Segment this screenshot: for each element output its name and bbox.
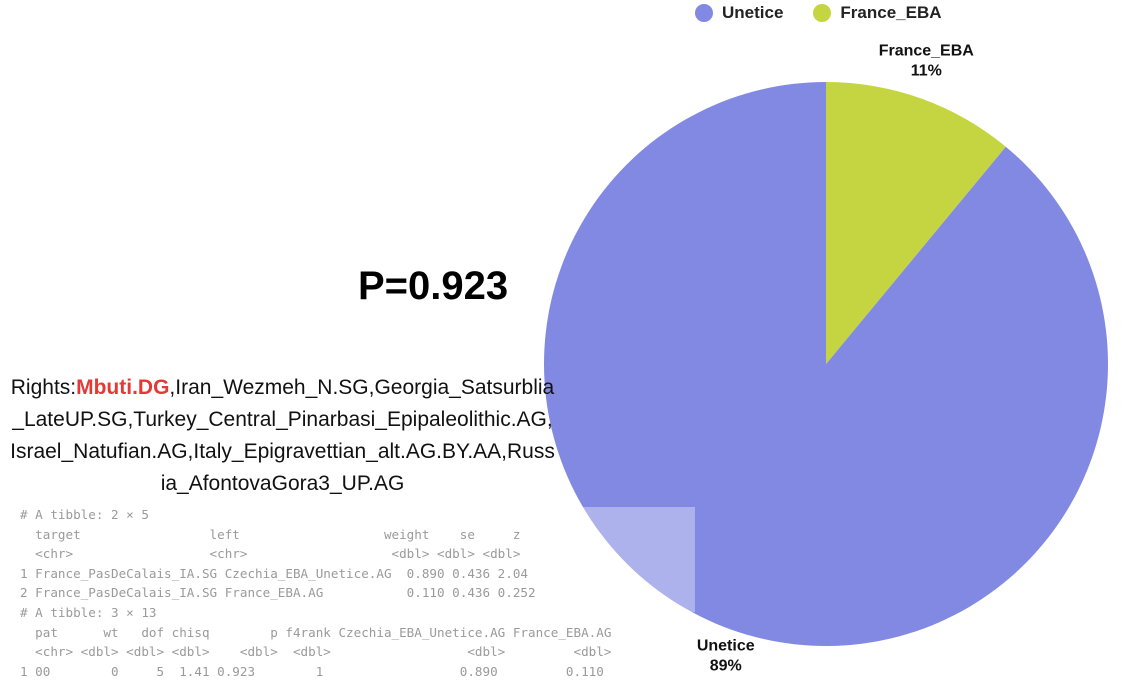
screenshot-overlay: [583, 507, 695, 612]
console-line: 2 France_PasDeCalais_IA.SG France_EBA.AG…: [20, 585, 536, 601]
console-output: # A tibble: 2 × 5 target left weight se …: [20, 505, 611, 681]
legend-swatch-unetice: [695, 4, 713, 22]
console-line: 1 France_PasDeCalais_IA.SG Czechia_EBA_U…: [20, 565, 528, 581]
slice-label-pct: 89%: [710, 658, 742, 675]
console-line: target left weight se z: [20, 526, 521, 542]
legend-item-unetice[interactable]: Unetice: [695, 3, 783, 23]
console-line: <chr> <dbl> <dbl> <dbl> <dbl> <dbl> <dbl…: [20, 644, 612, 660]
console-line: # A tibble: 3 × 13: [20, 604, 157, 620]
pie-labels: Unetice 89% France_EBA 11%: [697, 42, 974, 674]
console-line: <chr> <chr> <dbl> <dbl> <dbl>: [20, 546, 521, 562]
legend-label-france-eba: France_EBA: [840, 3, 942, 22]
console-line: 1 00 0 5 1.41 0.923 1 0.890 0.110: [20, 663, 604, 679]
console-line: pat wt dof chisq p f4rank Czechia_EBA_Un…: [20, 624, 612, 640]
console-line: # A tibble: 2 × 5: [20, 507, 149, 522]
rights-list: Rights:Mbuti.DG,Iran_Wezmeh_N.SG,Georgia…: [10, 372, 555, 500]
pie-slice-france-eba[interactable]: [826, 82, 1006, 364]
slice-label-name: France_EBA: [879, 42, 975, 59]
legend-item-france-eba[interactable]: France_EBA: [813, 3, 942, 23]
legend-label-unetice: Unetice: [722, 3, 784, 22]
p-value-annotation: P=0.923: [358, 264, 509, 308]
rights-rest: ,Iran_Wezmeh_N.SG,Georgia_Satsurblia_Lat…: [10, 376, 555, 495]
slice-label-name: Unetice: [697, 638, 755, 655]
rights-highlight: Mbuti.DG: [76, 376, 170, 399]
legend-swatch-france-eba: [813, 4, 832, 22]
slice-label-pct: 11%: [911, 62, 942, 79]
rights-prefix: Rights:: [10, 376, 77, 399]
chart-legend: Unetice France_EBA: [695, 3, 942, 23]
pie-slices: [543, 82, 1108, 646]
